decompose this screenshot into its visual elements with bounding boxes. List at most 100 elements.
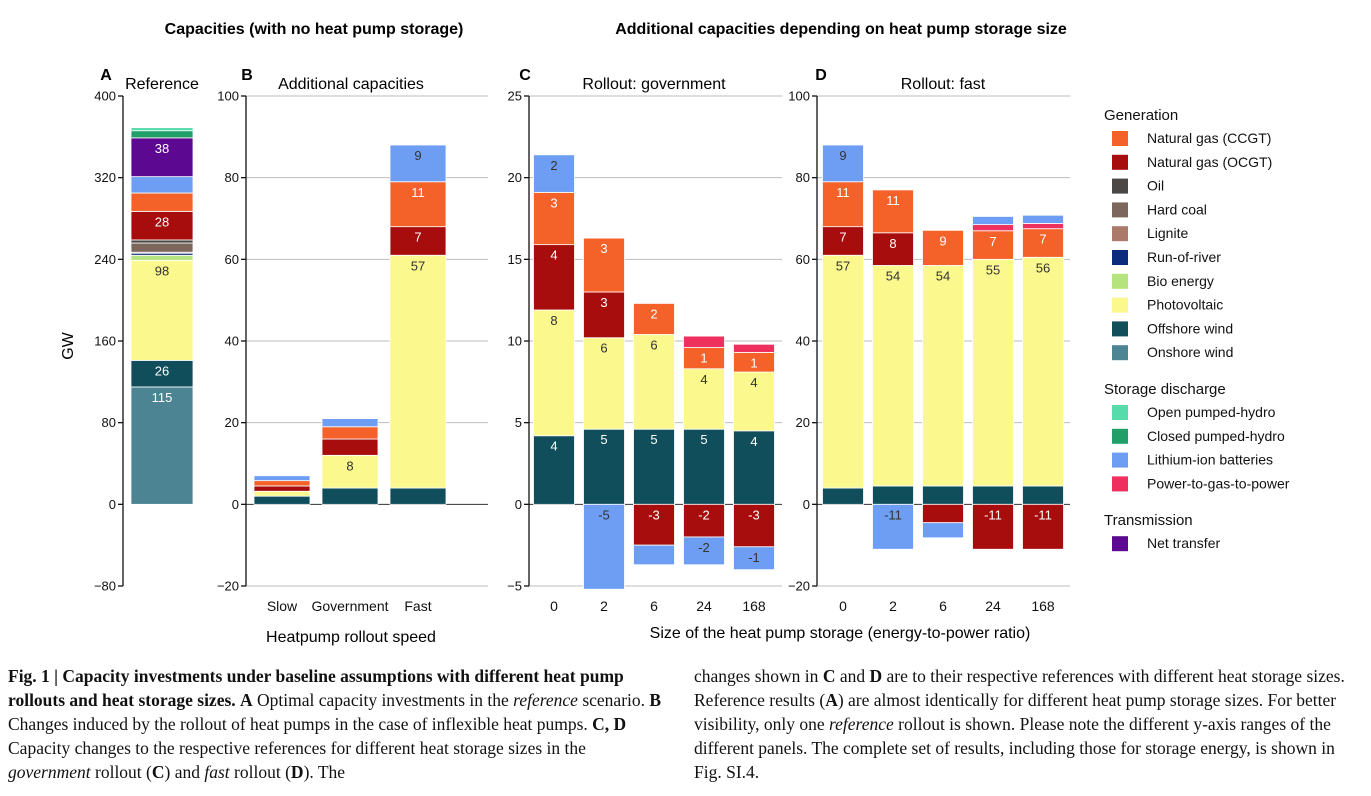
bar-segment-offshore-wind	[321, 487, 379, 505]
bar-segment-lithium-ion-batteries	[253, 475, 311, 482]
data-label: -5	[598, 507, 610, 522]
caption-italic: reference	[828, 714, 894, 734]
bar-segment-lithium-ion-batteries	[533, 154, 575, 193]
y-axis-label-gw: GW	[60, 331, 77, 359]
legend-label-offshore-wind: Offshore wind	[1147, 320, 1233, 336]
caption-fig-label: Fig. 1 | Capacity investments under base…	[8, 666, 624, 710]
bar-segment-natural-gas-ocgt	[583, 291, 625, 339]
caption-text: changes shown in	[694, 666, 823, 686]
data-label: 11	[836, 185, 850, 200]
bar-segment-offshore-wind	[922, 485, 964, 505]
y-tick-label: 80	[102, 415, 116, 430]
bar-segment-natural-gas-ocgt	[321, 438, 379, 456]
caption-text: Optimal capacity investments in the	[252, 690, 514, 710]
panel-d: −20 0 20 40 60 80 100 57 7 11 9 0 54 8 11 -11 2 54 9 6 55 7 -1…	[788, 89, 1070, 614]
bar-segment-open-pumped-hydro	[130, 127, 194, 132]
panel-title-d: Rollout: fast	[901, 76, 986, 93]
legend-swatch-closed-pumped-hydro	[1112, 428, 1128, 444]
legend-group-title: Transmission	[1104, 512, 1193, 529]
caption-italic: fast	[204, 762, 230, 782]
bar-segment-natural-gas-ccgt	[872, 189, 914, 234]
bar-segment-lithium-ion-batteries	[733, 546, 775, 571]
y-tick-label: 0	[515, 497, 522, 512]
x-tick-label: 24	[985, 598, 1001, 614]
x-tick-label: 2	[600, 598, 608, 614]
bar-segment-lithium-ion-batteries	[1022, 214, 1064, 224]
legend-label-hard-coal: Hard coal	[1147, 201, 1207, 217]
data-label: 115	[152, 390, 173, 405]
bar-segment-offshore-wind	[972, 485, 1014, 505]
data-label: 3	[600, 241, 607, 256]
data-label: 2	[550, 158, 557, 173]
panel-letter-d: D	[815, 67, 827, 84]
bar-segment-photovoltaic	[583, 337, 625, 430]
x-tick-label: Slow	[267, 598, 298, 614]
legend-label-closed-pumped-hydro: Closed pumped-hydro	[1147, 428, 1285, 444]
data-label: 6	[650, 337, 657, 352]
panel-c: −505101520254843205633-52562-36541-2-224…	[507, 89, 782, 614]
bar-segment-offshore-wind	[1022, 485, 1064, 505]
y-tick-label: 5	[515, 415, 522, 430]
data-label: 5	[600, 432, 607, 447]
panel-title-a: Reference	[125, 76, 199, 93]
data-label: 55	[986, 262, 1000, 277]
data-label: 3	[550, 195, 557, 210]
legend-swatch-offshore-wind	[1112, 321, 1128, 337]
data-label: -11	[1034, 507, 1052, 522]
figure-canvas: Capacities (with no heat pump storage) A…	[60, 21, 1290, 646]
panel-title-c: Rollout: government	[582, 76, 726, 93]
data-label: 8	[346, 458, 353, 473]
caption-cd-label: C, D	[592, 714, 627, 734]
data-label: 57	[836, 258, 850, 273]
bar-segment-power-to-gas-to-power	[683, 335, 725, 348]
bar-segment-lithium-ion-batteries	[922, 522, 964, 539]
bar-segment-natural-gas-ccgt	[321, 426, 379, 440]
bar-segment-net-transfer	[130, 137, 194, 178]
panel-a: −80 0 80 160 240 320 400 115 26 98 28 38	[94, 89, 194, 594]
bar-segment-photovoltaic	[972, 258, 1014, 487]
data-label: 4	[550, 439, 557, 454]
y-tick-label: 25	[508, 89, 522, 104]
data-label: -2	[698, 540, 710, 555]
bar-segment-natural-gas-ccgt	[972, 230, 1014, 260]
x-tick-label: 168	[742, 598, 766, 614]
caption-b-label: B	[649, 690, 662, 710]
legend-swatch-bio-energy	[1112, 273, 1128, 289]
data-label: 5	[700, 432, 707, 447]
y-tick-label: 160	[94, 334, 116, 349]
x-tick-label: 6	[939, 598, 947, 614]
bar-segment-natural-gas-ocgt	[922, 503, 964, 524]
legend-label-onshore-wind: Onshore wind	[1147, 344, 1233, 360]
data-label: -11	[884, 507, 902, 522]
data-label: 9	[839, 148, 846, 163]
panel-b: −20 0 20 40 60 80 100 Slow 8 Government 57 7 11 9 Fast	[217, 89, 488, 614]
caption-text: Capacity changes to the respective refer…	[8, 738, 586, 758]
data-label: -1	[748, 550, 760, 565]
legend: Generation Natural gas (CCGT) Natural gas …	[1104, 107, 1290, 552]
bar-segment-natural-gas-ocgt	[533, 244, 575, 311]
x-axis-label-cd: Size of the heat pump storage (energy-to…	[650, 625, 1031, 642]
y-tick-label: 40	[225, 334, 239, 349]
data-label: 9	[414, 148, 421, 163]
bar-segment-natural-gas-ocgt	[1022, 503, 1064, 550]
x-axis-label-b: Heatpump rollout speed	[266, 629, 436, 646]
bar-segment-lithium-ion-batteries	[389, 144, 447, 183]
legend-swatch-lignite	[1112, 226, 1128, 242]
bar-segment-natural-gas-ocgt	[822, 226, 864, 256]
legend-label-net-transfer: Net transfer	[1147, 535, 1220, 551]
y-tick-label: 100	[788, 89, 810, 104]
legend-swatch-oil	[1112, 178, 1128, 194]
data-label: 8	[889, 236, 896, 251]
bar-segment-natural-gas-ccgt	[253, 480, 311, 487]
y-tick-label: 320	[94, 170, 116, 185]
legend-swatch-run-of-river	[1112, 250, 1128, 265]
bar-segment-offshore-wind	[389, 487, 447, 505]
bar-segment-lithium-ion-batteries	[872, 503, 914, 550]
data-label: 1	[700, 351, 707, 366]
bar-segment-oil	[130, 239, 194, 244]
data-label: -2	[698, 507, 710, 522]
bar-segment-offshore-wind	[583, 428, 625, 505]
legend-label-bio-energy: Bio energy	[1147, 273, 1214, 289]
bar-segment-power-to-gas-to-power	[733, 343, 775, 353]
bar-segment-natural-gas-ocgt	[130, 210, 194, 241]
